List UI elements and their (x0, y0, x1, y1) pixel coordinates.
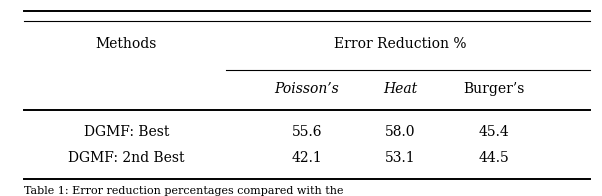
Text: Burger’s: Burger’s (463, 82, 524, 96)
Text: DGMF: 2nd Best: DGMF: 2nd Best (68, 151, 185, 165)
Text: Table 1: Error reduction percentages compared with the: Table 1: Error reduction percentages com… (24, 186, 344, 196)
Text: DGMF: Best: DGMF: Best (84, 125, 169, 139)
Text: 58.0: 58.0 (385, 125, 415, 139)
Text: Heat: Heat (383, 82, 417, 96)
Text: Error Reduction %: Error Reduction % (334, 37, 467, 51)
Text: 45.4: 45.4 (478, 125, 509, 139)
Text: 53.1: 53.1 (385, 151, 415, 165)
Text: 55.6: 55.6 (292, 125, 322, 139)
Text: 42.1: 42.1 (291, 151, 323, 165)
Text: 44.5: 44.5 (478, 151, 509, 165)
Text: Methods: Methods (96, 37, 157, 51)
Text: Poisson’s: Poisson’s (275, 82, 340, 96)
